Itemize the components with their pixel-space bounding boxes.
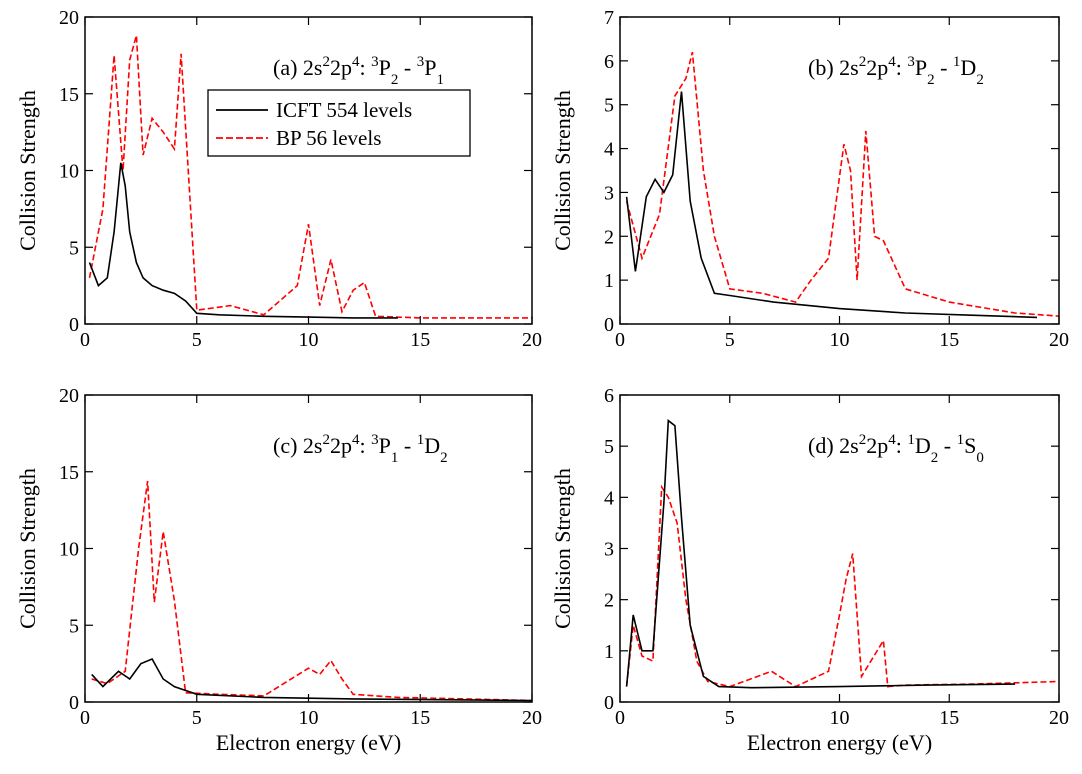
series-line-bp [625, 51, 1060, 317]
y-tick-label: 1 [604, 270, 614, 292]
legend-box [207, 89, 471, 157]
y-tick-label: 4 [604, 487, 614, 509]
x-tick-label: 5 [192, 707, 202, 729]
y-tick-label: 5 [69, 237, 79, 259]
y-axis-label: Collision Strength [550, 90, 575, 251]
x-tick-label: 5 [725, 329, 735, 351]
x-tick-label: 0 [80, 707, 90, 729]
y-tick-label: 10 [59, 161, 79, 183]
x-tick-label: 5 [192, 329, 202, 351]
x-tick-label: 20 [522, 707, 542, 729]
x-tick-label: 10 [830, 707, 850, 729]
legend: ICFT 554 levels BP 56 levels [207, 89, 471, 157]
y-tick-label: 0 [69, 314, 79, 336]
y-tick-label: 0 [604, 692, 614, 714]
series-line-icft [91, 657, 533, 702]
y-tick-label: 20 [59, 385, 79, 407]
series-line-icft [625, 91, 1038, 319]
panel-title: (d) 2s22p4: 1D2 - 1S0 [808, 432, 984, 466]
panel-d: 0 5 10 15 20 0 1 2 3 4 5 6 Collision Strength Electro… [550, 385, 1069, 755]
y-tick-label: 1 [604, 641, 614, 663]
y-tick-label: 5 [604, 95, 614, 117]
y-axis-label: Collision Strength [550, 468, 575, 629]
y-tick-label: 2 [604, 590, 614, 612]
y-tick-label: 2 [604, 226, 614, 248]
x-tick-label: 5 [725, 707, 735, 729]
y-tick-label: 0 [604, 314, 614, 336]
y-tick-label: 6 [604, 385, 614, 407]
x-axis-label: Electron energy (eV) [216, 730, 401, 755]
x-tick-label: 15 [410, 707, 430, 729]
x-tick-label: 20 [1049, 329, 1069, 351]
x-tick-label: 20 [522, 329, 542, 351]
x-tick-label: 0 [80, 329, 90, 351]
series-line-bp [91, 480, 533, 702]
y-tick-label: 10 [59, 539, 79, 561]
series-line-bp [88, 35, 532, 319]
x-tick-label: 0 [615, 707, 625, 729]
y-tick-label: 6 [604, 51, 614, 73]
y-axis-label: Collision Strength [15, 468, 40, 629]
panel-b: 0 5 10 15 20 0 1 2 3 4 5 6 7 Collision Strength (b) 2s… [550, 7, 1069, 351]
x-tick-label: 15 [939, 329, 959, 351]
y-axis-label: Collision Strength [15, 90, 40, 251]
y-tick-label: 7 [604, 7, 614, 29]
x-axis-label: Electron energy (eV) [747, 730, 932, 755]
x-tick-label: 20 [1049, 707, 1069, 729]
x-tick-label: 15 [410, 329, 430, 351]
y-tick-label: 5 [604, 436, 614, 458]
panel-a: 0 5 10 15 20 0 5 10 15 20 Collision Strength (a) 2s… [15, 7, 542, 351]
x-tick-label: 10 [299, 707, 319, 729]
panel-c: 0 5 10 15 20 0 5 10 15 20 Collision Strength Electr… [15, 385, 542, 755]
y-tick-label: 20 [59, 7, 79, 29]
legend-label: ICFT 554 levels [276, 98, 412, 122]
panel-title: (a) 2s22p4: 3P2 - 3P1 [273, 54, 444, 88]
y-tick-label: 4 [604, 139, 614, 161]
x-tick-label: 10 [830, 329, 850, 351]
x-tick-label: 0 [615, 329, 625, 351]
panel-title: (c) 2s22p4: 3P1 - 1D2 [273, 432, 448, 466]
y-tick-label: 3 [604, 539, 614, 561]
panel-title: (b) 2s22p4: 3P2 - 1D2 [808, 54, 984, 88]
series-line-icft [88, 162, 398, 319]
x-tick-label: 10 [299, 329, 319, 351]
series-line-bp [625, 484, 1060, 688]
y-tick-label: 5 [69, 615, 79, 637]
y-tick-label: 15 [59, 462, 79, 484]
y-tick-label: 3 [604, 182, 614, 204]
y-tick-label: 15 [59, 84, 79, 106]
legend-label: BP 56 levels [276, 126, 381, 150]
series-line-icft [625, 419, 1016, 689]
y-tick-label: 0 [69, 692, 79, 714]
x-tick-label: 15 [939, 707, 959, 729]
